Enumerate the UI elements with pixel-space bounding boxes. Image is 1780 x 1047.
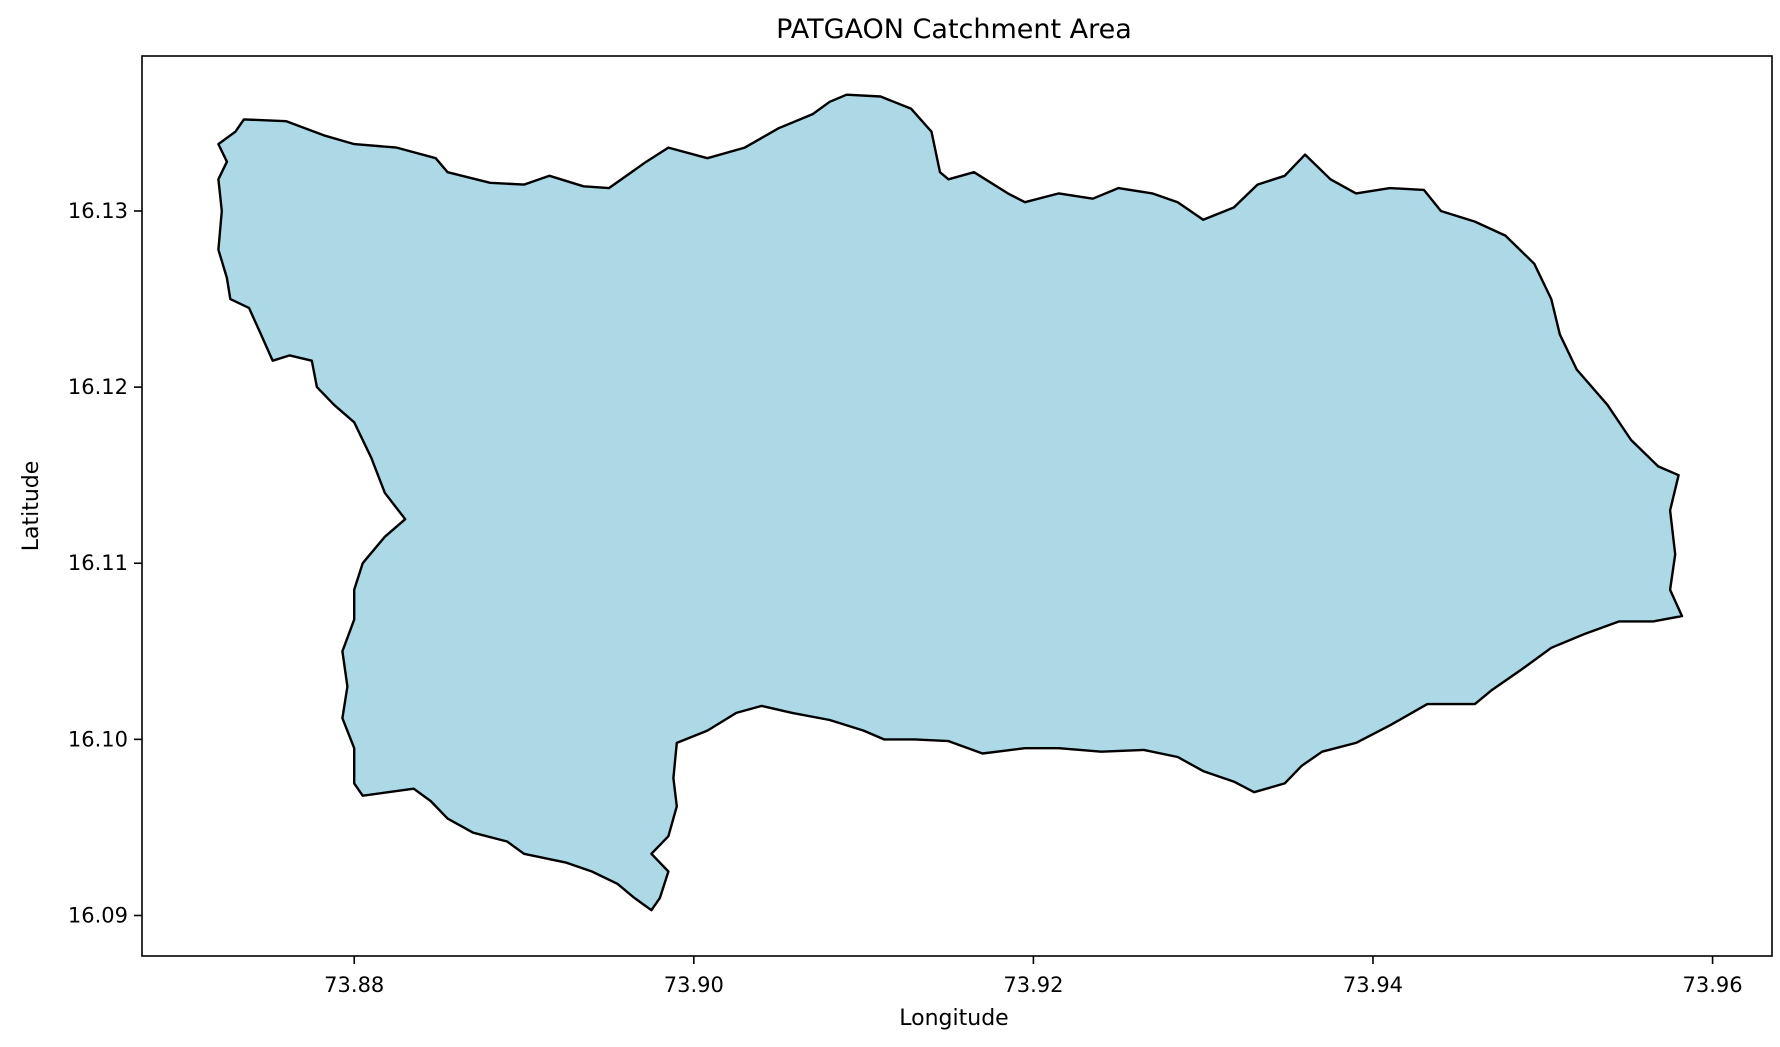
- plot-area: [141, 55, 1773, 957]
- x-axis-label: Longitude: [899, 1006, 1008, 1031]
- x-tick-label: 73.92: [1003, 973, 1063, 997]
- y-tick-label: 16.11: [68, 551, 128, 575]
- x-tick-label: 73.94: [1343, 973, 1403, 997]
- y-tick-label: 16.09: [68, 903, 128, 927]
- x-tick-label: 73.90: [664, 973, 724, 997]
- y-axis-label: Latitude: [19, 461, 44, 552]
- axes-frame: [141, 55, 1773, 957]
- x-axis-ticks: 73.88 73.90 73.92 73.94 73.96: [324, 956, 1743, 997]
- y-axis-ticks: 16.09 16.10 16.11 16.12 16.13: [68, 199, 142, 927]
- y-tick-label: 16.12: [68, 375, 128, 399]
- chart-title: PATGAON Catchment Area: [776, 14, 1132, 45]
- y-tick-label: 16.10: [68, 727, 128, 751]
- catchment-boundary: [217, 93, 1684, 912]
- y-tick-label: 16.13: [68, 199, 128, 223]
- x-tick-label: 73.88: [324, 973, 384, 997]
- x-tick-label: 73.96: [1683, 973, 1743, 997]
